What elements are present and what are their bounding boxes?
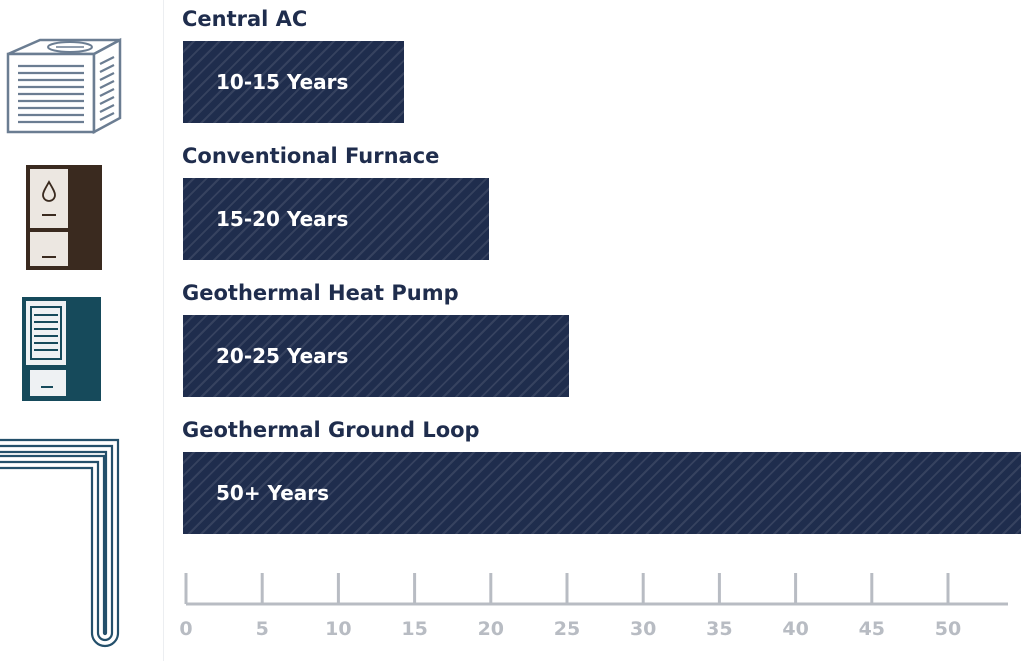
category-label: Geothermal Ground Loop [182,418,480,442]
bar-central-ac: 10-15 Years [183,41,404,123]
x-axis-tick-label: 15 [401,618,428,640]
x-axis-tick-label: 45 [858,618,886,640]
furnace-icon [26,165,102,270]
x-axis-tick-label: 20 [477,618,505,640]
x-axis-tick-label: 25 [553,618,581,640]
x-axis-tick-label: 5 [255,618,269,640]
heat-pump-icon [22,297,101,401]
x-axis-tick-label: 30 [629,618,657,640]
bar-data-label: 50+ Years [216,481,330,505]
x-axis-tick-label: 40 [782,618,809,640]
x-axis-tick-label: 35 [706,618,733,640]
x-axis-tick-label: 0 [179,618,193,640]
bar-data-label: 15-20 Years [216,207,349,231]
icon-column-divider [163,0,164,661]
bar-conventional-furnace: 15-20 Years [183,178,490,260]
bar-geothermal-ground-loop: 50+ Years [183,452,1021,534]
x-axis-tick-label: 10 [325,618,352,640]
bar-data-label: 10-15 Years [216,70,349,94]
ground-loop-pipe-icon [0,438,120,648]
bar-geothermal-heat-pump: 20-25 Years [183,315,569,397]
category-label: Geothermal Heat Pump [182,281,459,305]
x-axis-tick-label: 50 [934,618,962,640]
bar-data-label: 20-25 Years [216,344,349,368]
central-ac-unit-icon [6,37,122,135]
category-label: Central AC [182,7,308,31]
category-label: Conventional Furnace [182,144,440,168]
